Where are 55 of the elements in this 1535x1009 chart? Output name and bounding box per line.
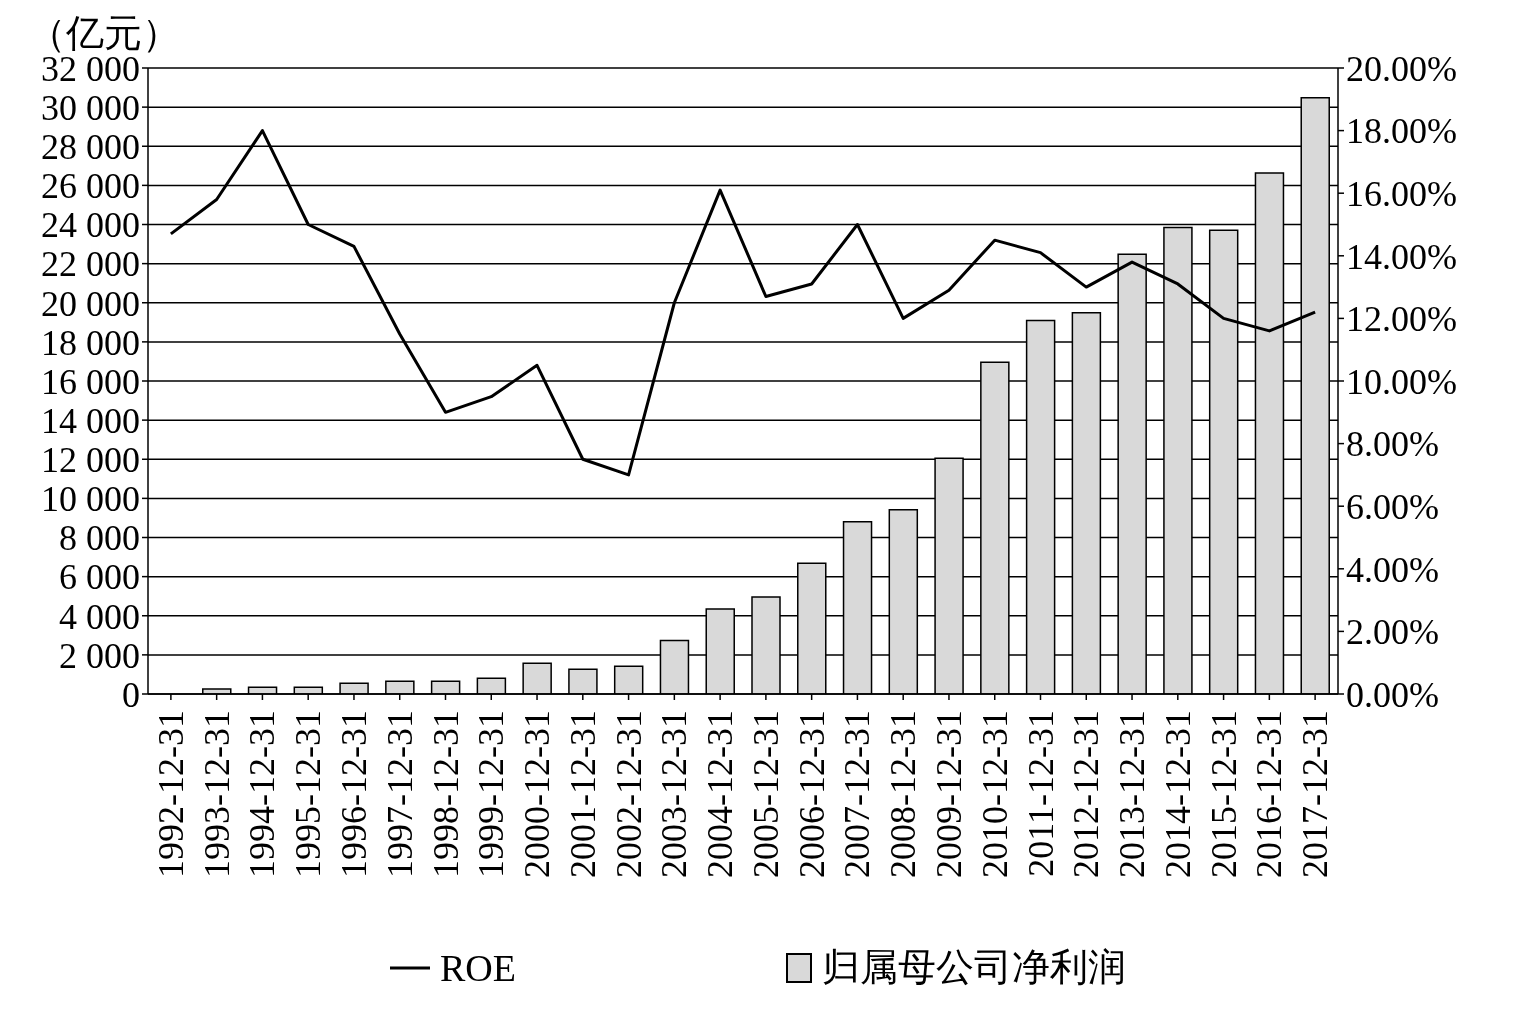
y-tick-label: 20 000	[41, 283, 140, 324]
y-tick-label: 2 000	[59, 635, 140, 676]
x-tick-label: 2002-12-31	[608, 710, 649, 878]
x-tick-label: 2005-12-31	[745, 710, 786, 878]
x-tick-label: 1992-12-31	[150, 710, 191, 878]
y-tick-label: 16 000	[41, 361, 140, 402]
y-tick-label: 28 000	[41, 127, 140, 168]
x-tick-label: 2010-12-31	[974, 710, 1015, 878]
y-tick-label: 8 000	[59, 518, 140, 559]
x-tick-label: 1997-12-31	[379, 710, 420, 878]
x-tick-label: 2014-12-31	[1157, 710, 1198, 878]
x-tick-label: 2008-12-31	[883, 710, 924, 878]
y2-tick-label: 18.00%	[1346, 111, 1457, 152]
y2-tick-label: 6.00%	[1346, 486, 1439, 527]
y2-tick-label: 2.00%	[1346, 612, 1439, 653]
y-tick-label: 10 000	[41, 479, 140, 520]
x-tick-label: 2017-12-31	[1295, 710, 1336, 878]
legend-label: ROE	[440, 945, 516, 990]
x-tick-label: 2012-12-31	[1066, 710, 1107, 878]
x-tick-label: 1996-12-31	[333, 710, 374, 878]
x-tick-label: 1993-12-31	[196, 710, 237, 878]
x-tick-label: 2009-12-31	[928, 710, 969, 878]
x-tick-label: 1995-12-31	[288, 710, 329, 878]
y-tick-label: 26 000	[41, 166, 140, 207]
y2-tick-label: 10.00%	[1346, 361, 1457, 402]
y2-tick-label: 16.00%	[1346, 173, 1457, 214]
y2-tick-label: 14.00%	[1346, 236, 1457, 277]
x-tick-label: 1994-12-31	[242, 710, 283, 878]
y-tick-label: 12 000	[41, 440, 140, 481]
x-tick-label: 2007-12-31	[837, 710, 878, 878]
x-tick-label: 2016-12-31	[1249, 710, 1290, 878]
legend-label: 归属母公司净利润	[822, 945, 1126, 990]
x-tick-label: 2003-12-31	[654, 710, 695, 878]
x-tick-label: 2006-12-31	[791, 710, 832, 878]
y2-tick-label: 8.00%	[1346, 424, 1439, 465]
y-tick-label: 0	[122, 674, 140, 715]
x-tick-label: 2011-12-31	[1020, 710, 1061, 877]
y-tick-label: 22 000	[41, 244, 140, 285]
x-tick-label: 2000-12-31	[517, 710, 558, 878]
y-tick-label: 24 000	[41, 205, 140, 246]
y2-tick-label: 12.00%	[1346, 299, 1457, 340]
y-tick-label: 18 000	[41, 322, 140, 363]
x-tick-label: 1999-12-31	[471, 710, 512, 878]
y-tick-label: 6 000	[59, 557, 140, 598]
y-tick-label: 14 000	[41, 400, 140, 441]
x-tick-label: 2015-12-31	[1203, 710, 1244, 878]
y2-tick-label: 20.00%	[1346, 48, 1457, 89]
x-tick-label: 2004-12-31	[700, 710, 741, 878]
y-tick-label: 30 000	[41, 87, 140, 128]
x-tick-label: 1998-12-31	[425, 710, 466, 878]
x-tick-label: 2013-12-31	[1112, 710, 1153, 878]
y2-tick-label: 0.00%	[1346, 674, 1439, 715]
x-tick-label: 2001-12-31	[562, 710, 603, 878]
y-tick-label: 4 000	[59, 596, 140, 637]
y2-tick-label: 4.00%	[1346, 549, 1439, 590]
